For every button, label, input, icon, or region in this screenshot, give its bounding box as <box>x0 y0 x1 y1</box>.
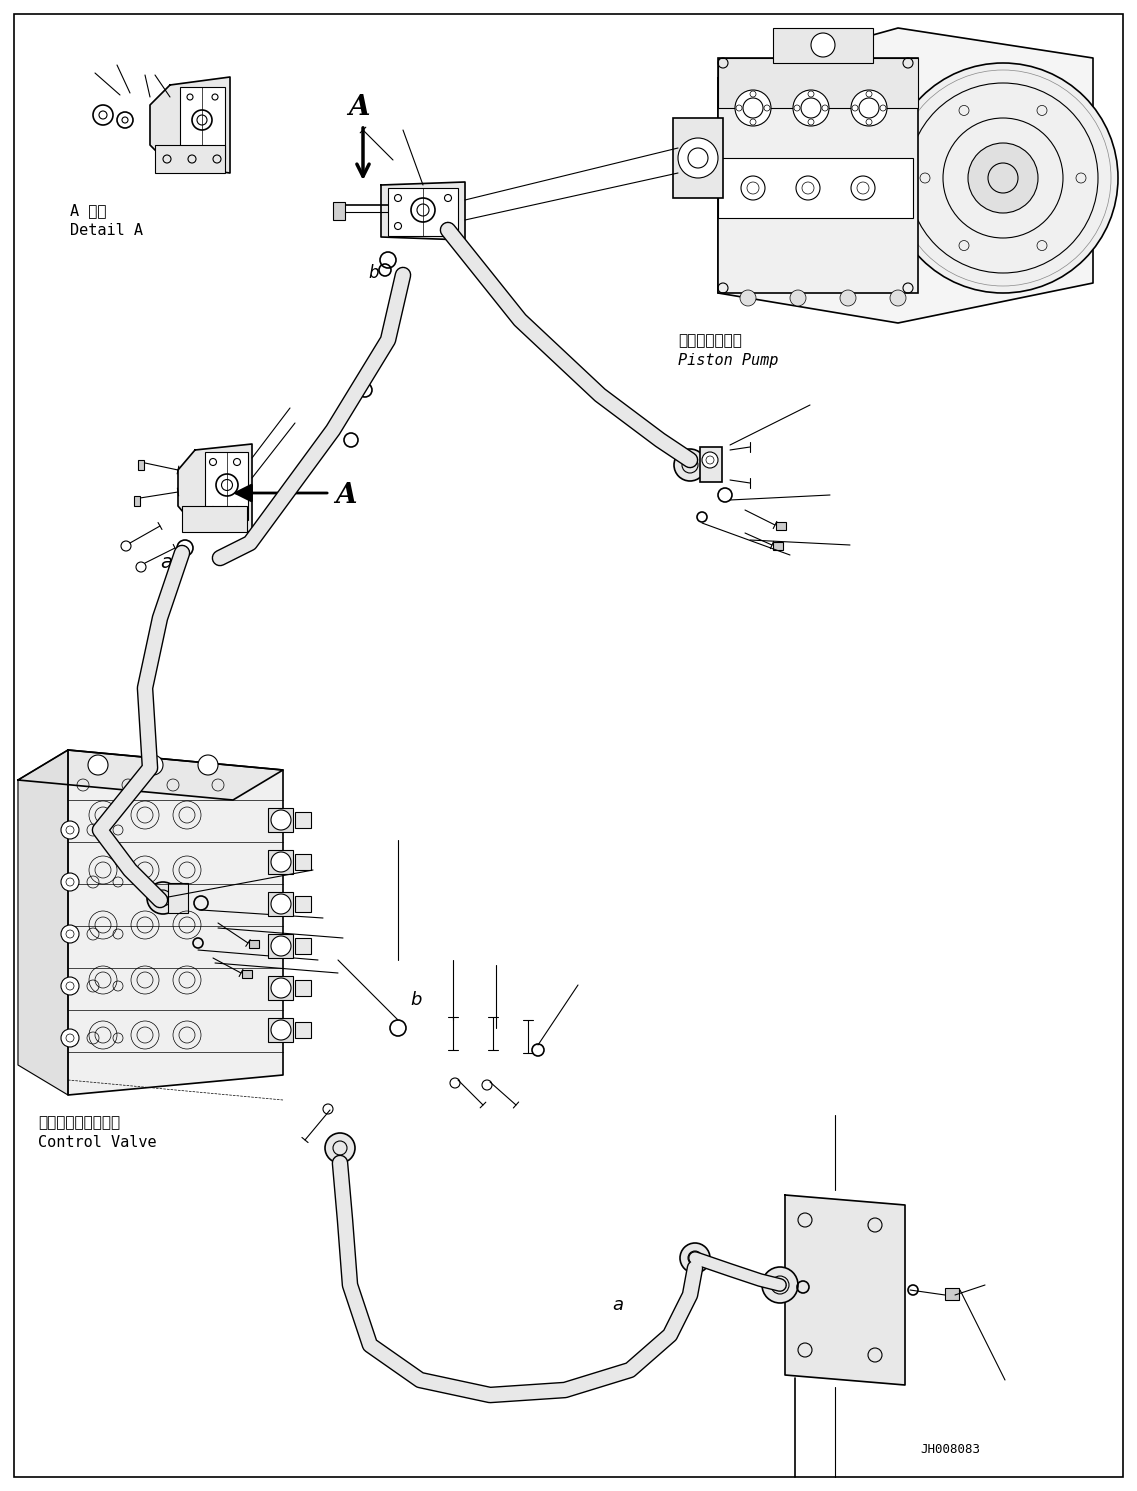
Polygon shape <box>18 750 68 1094</box>
Circle shape <box>271 851 291 872</box>
Circle shape <box>702 452 717 468</box>
Circle shape <box>890 291 906 306</box>
Circle shape <box>147 883 179 914</box>
Circle shape <box>61 822 78 839</box>
Bar <box>717 58 918 294</box>
Bar <box>294 980 312 996</box>
Polygon shape <box>18 750 283 801</box>
Bar <box>333 201 345 221</box>
Circle shape <box>61 977 78 994</box>
Text: a: a <box>160 553 172 573</box>
Polygon shape <box>68 750 283 1094</box>
Polygon shape <box>150 78 230 173</box>
Bar <box>717 158 913 218</box>
Circle shape <box>790 291 806 306</box>
Circle shape <box>61 1029 78 1047</box>
Bar <box>155 145 225 173</box>
Bar <box>773 543 783 550</box>
Bar <box>182 505 247 532</box>
Bar <box>168 883 188 912</box>
Circle shape <box>680 1243 709 1273</box>
Circle shape <box>888 63 1118 294</box>
Bar <box>717 58 918 107</box>
Bar <box>242 971 252 978</box>
Circle shape <box>198 754 218 775</box>
Circle shape <box>271 895 291 914</box>
Bar <box>180 86 225 160</box>
Text: JH008083: JH008083 <box>920 1443 980 1457</box>
Bar <box>673 118 723 198</box>
Polygon shape <box>785 1194 905 1385</box>
Circle shape <box>674 449 706 482</box>
Text: A 詳細: A 詳細 <box>70 203 107 218</box>
Bar <box>268 808 293 832</box>
Circle shape <box>811 33 835 57</box>
Circle shape <box>740 291 756 306</box>
Bar <box>268 933 293 959</box>
Circle shape <box>762 1267 798 1303</box>
Text: Detail A: Detail A <box>70 224 143 239</box>
Text: b: b <box>410 992 422 1009</box>
Bar <box>268 1018 293 1042</box>
Polygon shape <box>717 28 1093 324</box>
Bar <box>773 28 873 63</box>
Text: Piston Pump: Piston Pump <box>678 353 779 368</box>
Bar <box>700 447 722 482</box>
Circle shape <box>271 1020 291 1041</box>
Bar <box>249 939 259 948</box>
Bar <box>138 461 144 470</box>
Circle shape <box>325 1133 355 1163</box>
Circle shape <box>88 754 108 775</box>
Circle shape <box>840 291 856 306</box>
Text: コントロールバルブ: コントロールバルブ <box>38 1115 121 1130</box>
Circle shape <box>968 143 1038 213</box>
Text: A: A <box>335 482 357 508</box>
Text: A: A <box>348 94 370 121</box>
Bar <box>294 938 312 954</box>
Circle shape <box>61 924 78 942</box>
Circle shape <box>678 139 717 177</box>
Bar <box>134 497 140 505</box>
Circle shape <box>271 810 291 830</box>
Text: a: a <box>612 1296 623 1314</box>
Bar <box>268 850 293 874</box>
Bar <box>775 522 786 529</box>
Text: b: b <box>368 264 379 282</box>
Circle shape <box>143 754 163 775</box>
Bar <box>294 1021 312 1038</box>
Circle shape <box>850 89 887 127</box>
Circle shape <box>271 936 291 956</box>
Bar <box>268 892 293 915</box>
Bar <box>945 1288 958 1300</box>
Circle shape <box>735 89 771 127</box>
Circle shape <box>271 978 291 997</box>
Bar <box>205 452 248 520</box>
Bar <box>294 813 312 828</box>
Text: ピストンポンプ: ピストンポンプ <box>678 332 741 347</box>
Polygon shape <box>381 182 465 240</box>
Bar <box>268 977 293 1000</box>
Circle shape <box>792 89 829 127</box>
Text: Control Valve: Control Valve <box>38 1135 157 1150</box>
Polygon shape <box>179 444 252 532</box>
Circle shape <box>61 874 78 892</box>
Bar <box>388 188 458 236</box>
Bar <box>294 896 312 912</box>
Bar <box>294 854 312 871</box>
